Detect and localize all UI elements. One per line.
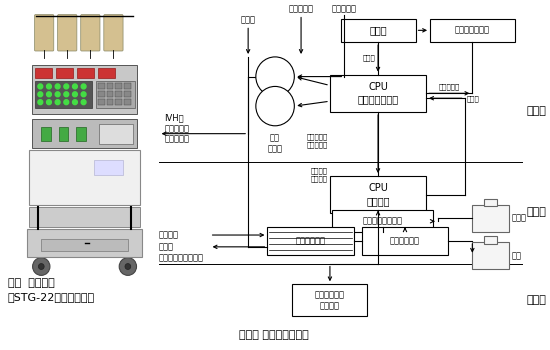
Bar <box>107 84 113 89</box>
Circle shape <box>73 84 78 89</box>
Circle shape <box>55 84 60 89</box>
Text: ヘパ生: ヘパ生 <box>241 15 256 24</box>
Circle shape <box>81 100 86 105</box>
Bar <box>340 19 416 42</box>
Bar <box>472 242 509 270</box>
Bar <box>41 127 51 141</box>
FancyBboxPatch shape <box>58 15 77 51</box>
Circle shape <box>81 84 86 89</box>
Text: （STG-22日機装社製）: （STG-22日機装社製） <box>8 292 95 302</box>
Text: ヘパ生: ヘパ生 <box>158 242 174 251</box>
Bar <box>116 91 122 97</box>
Circle shape <box>38 84 43 89</box>
Bar <box>330 75 426 112</box>
FancyBboxPatch shape <box>104 15 123 51</box>
Bar <box>99 124 133 144</box>
Text: パラメータ
注入率　等: パラメータ 注入率 等 <box>307 133 328 148</box>
Circle shape <box>38 100 43 105</box>
Bar <box>29 208 140 227</box>
Bar <box>98 68 116 78</box>
Circle shape <box>47 92 51 97</box>
Circle shape <box>256 86 294 126</box>
Bar <box>98 91 104 97</box>
FancyBboxPatch shape <box>81 15 100 51</box>
Text: 測定部: 測定部 <box>526 208 546 217</box>
Bar <box>484 198 497 206</box>
Bar <box>124 84 131 89</box>
Circle shape <box>64 84 69 89</box>
Text: 表示器: 表示器 <box>369 25 387 35</box>
Circle shape <box>64 100 69 105</box>
Bar <box>124 91 131 97</box>
Text: CPU
注入ポンプ制御: CPU 注入ポンプ制御 <box>358 82 399 105</box>
Circle shape <box>39 264 44 270</box>
Circle shape <box>81 92 86 97</box>
Bar <box>94 160 123 175</box>
Bar <box>98 84 104 89</box>
Text: マニホールド: マニホールド <box>390 237 420 245</box>
Circle shape <box>119 258 136 275</box>
Text: インスリン
グルコース: インスリン グルコース <box>164 124 189 144</box>
Bar <box>430 19 515 42</box>
Circle shape <box>125 264 131 270</box>
Bar <box>107 99 113 105</box>
Bar <box>76 127 86 141</box>
Text: プリンタ
制御　等: プリンタ 制御 等 <box>311 168 328 182</box>
Circle shape <box>32 258 50 275</box>
Circle shape <box>38 92 43 97</box>
Bar <box>107 91 113 97</box>
Bar <box>35 68 52 78</box>
Bar <box>332 210 433 232</box>
Circle shape <box>73 100 78 105</box>
Text: 制御部: 制御部 <box>526 106 546 116</box>
Text: 採血カテーテルより: 採血カテーテルより <box>158 253 204 262</box>
Circle shape <box>55 92 60 97</box>
Circle shape <box>256 57 294 96</box>
Bar <box>35 80 92 108</box>
Bar <box>330 176 426 214</box>
Bar <box>56 68 73 78</box>
Text: 廃液: 廃液 <box>512 251 522 260</box>
Text: 記録部: 記録部 <box>526 295 546 305</box>
Bar <box>77 68 94 78</box>
Circle shape <box>64 92 69 97</box>
Bar <box>41 239 128 251</box>
Text: 注入率: 注入率 <box>362 55 375 61</box>
Text: 図２　 人工膵臓の構成: 図２ 人工膵臓の構成 <box>239 330 308 341</box>
Bar <box>116 99 122 105</box>
Bar <box>267 227 354 255</box>
Circle shape <box>73 92 78 97</box>
Bar <box>484 236 497 244</box>
Bar <box>27 229 142 257</box>
Text: 図１  人工膵臓: 図１ 人工膵臓 <box>8 278 54 288</box>
Text: インスリン: インスリン <box>289 5 313 14</box>
Text: 血糖値: 血糖値 <box>466 95 479 102</box>
Bar <box>32 65 138 114</box>
Text: CPU
血糖測定: CPU 血糖測定 <box>366 183 390 206</box>
Text: IVHへ: IVHへ <box>164 113 184 122</box>
Circle shape <box>47 84 51 89</box>
Bar <box>124 99 131 105</box>
Circle shape <box>55 100 60 105</box>
Text: 注入
ポンプ: 注入 ポンプ <box>268 134 283 153</box>
Bar <box>59 127 68 141</box>
Text: パラメータ入力: パラメータ入力 <box>455 26 490 35</box>
Text: 希釈液: 希釈液 <box>512 214 527 223</box>
Bar <box>116 84 122 89</box>
Bar <box>472 204 509 232</box>
Text: パラメータ: パラメータ <box>438 84 460 90</box>
Circle shape <box>47 100 51 105</box>
Text: 希釈血液: 希釈血液 <box>158 231 179 239</box>
Text: グルコース: グルコース <box>332 5 357 14</box>
Bar <box>293 284 367 316</box>
FancyBboxPatch shape <box>35 15 54 51</box>
Bar <box>96 80 135 108</box>
Bar <box>98 99 104 105</box>
Bar <box>32 119 138 148</box>
Bar <box>29 150 140 204</box>
Text: マルチポンプ: マルチポンプ <box>296 237 326 245</box>
Text: グルコースセンサ: グルコースセンサ <box>363 217 403 226</box>
Text: グラフィック
プリンタ: グラフィック プリンタ <box>315 290 345 310</box>
Bar <box>362 227 448 255</box>
